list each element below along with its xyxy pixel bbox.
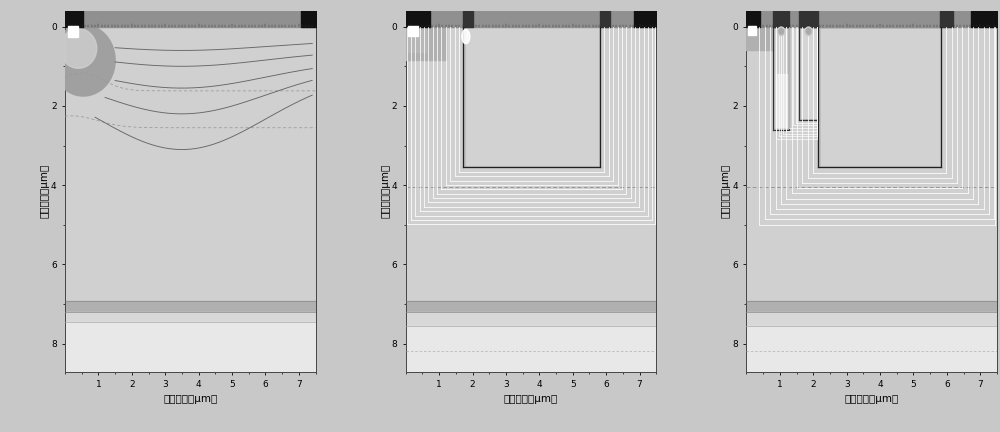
Y-axis label: 纵向尺寸（μm）: 纵向尺寸（μm） [40,164,50,218]
Bar [68,26,78,37]
Polygon shape [65,29,97,68]
Bar [408,26,418,36]
Bar [748,26,756,35]
Polygon shape [65,27,115,96]
Circle shape [805,27,812,36]
Circle shape [806,29,811,34]
Polygon shape [462,29,470,44]
X-axis label: 横向尺寸（μm）: 横向尺寸（μm） [163,394,217,404]
X-axis label: 横向尺寸（μm）: 横向尺寸（μm） [504,394,558,404]
Y-axis label: 纵向尺寸（μm）: 纵向尺寸（μm） [721,164,731,218]
Circle shape [778,27,785,36]
Bar [408,27,426,52]
Circle shape [779,29,784,34]
X-axis label: 横向尺寸（μm）: 横向尺寸（μm） [845,394,899,404]
Y-axis label: 纵向尺寸（μm）: 纵向尺寸（μm） [380,164,390,218]
